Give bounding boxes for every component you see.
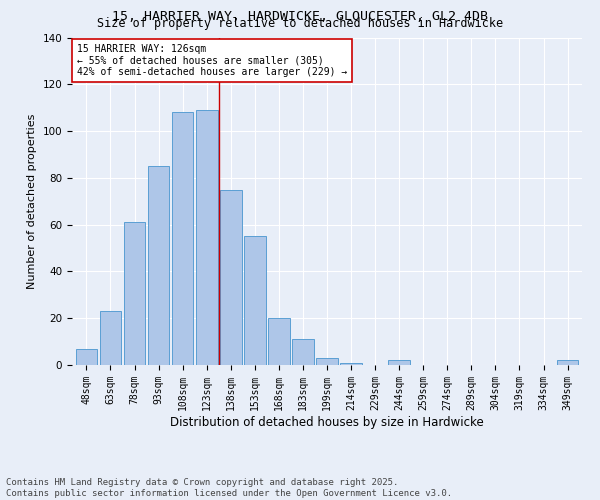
- Bar: [100, 311, 121, 365]
- Bar: [292, 340, 314, 365]
- Bar: [340, 362, 362, 365]
- Bar: [557, 360, 578, 365]
- Bar: [172, 112, 193, 365]
- Bar: [388, 360, 410, 365]
- Bar: [124, 222, 145, 365]
- Bar: [316, 358, 338, 365]
- Bar: [196, 110, 218, 365]
- Text: 15, HARRIER WAY, HARDWICKE, GLOUCESTER, GL2 4DB: 15, HARRIER WAY, HARDWICKE, GLOUCESTER, …: [112, 10, 488, 23]
- Bar: [220, 190, 242, 365]
- Bar: [244, 236, 266, 365]
- Y-axis label: Number of detached properties: Number of detached properties: [27, 114, 37, 289]
- Bar: [268, 318, 290, 365]
- X-axis label: Distribution of detached houses by size in Hardwicke: Distribution of detached houses by size …: [170, 416, 484, 428]
- Bar: [76, 348, 97, 365]
- Text: Contains HM Land Registry data © Crown copyright and database right 2025.
Contai: Contains HM Land Registry data © Crown c…: [6, 478, 452, 498]
- Text: Size of property relative to detached houses in Hardwicke: Size of property relative to detached ho…: [97, 18, 503, 30]
- Text: 15 HARRIER WAY: 126sqm
← 55% of detached houses are smaller (305)
42% of semi-de: 15 HARRIER WAY: 126sqm ← 55% of detached…: [77, 44, 347, 77]
- Bar: [148, 166, 169, 365]
